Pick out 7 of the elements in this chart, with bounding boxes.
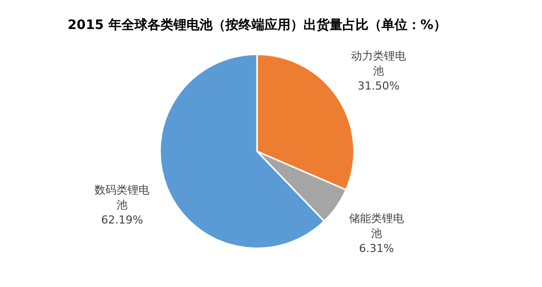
slice-label: 动力类锂电池	[351, 49, 406, 78]
data-label: 62.19%	[101, 214, 144, 226]
chart-title: 2015 年全球各类锂电池（按终端应用）出货量占比（单位：%）	[68, 17, 446, 34]
slice-label: 数码类锂电池	[94, 184, 150, 212]
slice-label: 储能类锂电池	[348, 212, 404, 240]
data-label: 31.50%	[358, 79, 400, 92]
data-label: 6.31%	[359, 242, 394, 256]
